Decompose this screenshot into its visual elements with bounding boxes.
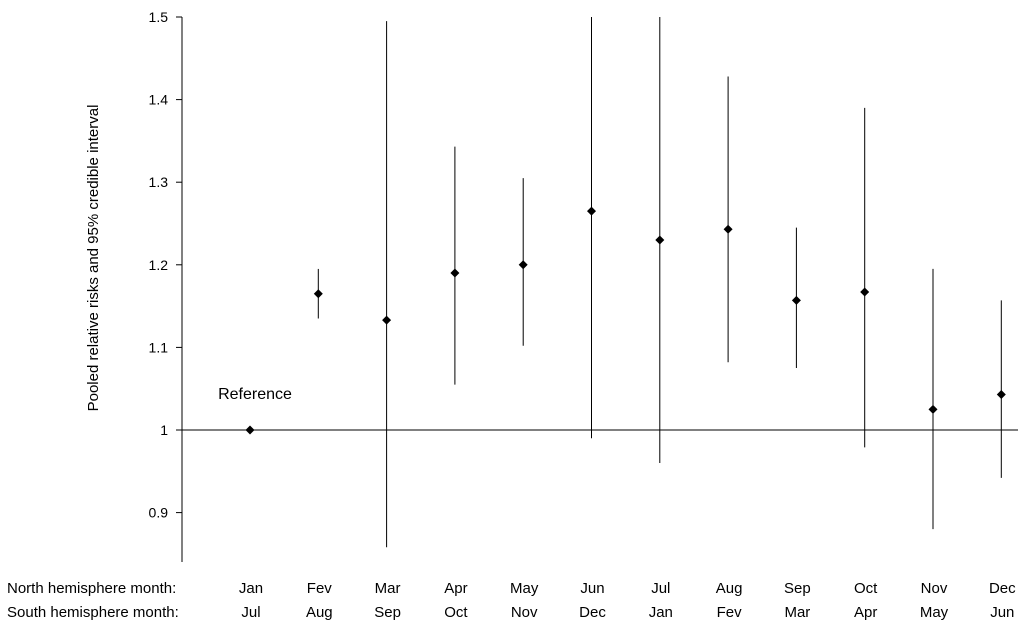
point-estimate-marker (996, 389, 1006, 399)
annotation-group: Reference (218, 386, 292, 403)
point-estimate-marker (382, 315, 392, 325)
point-estimate-marker (791, 295, 801, 305)
point-estimate-marker (450, 268, 460, 278)
point-estimate-marker (928, 404, 938, 414)
south-month-label: Dec (579, 604, 606, 621)
north-month-label: Sep (784, 580, 811, 597)
point-estimate-marker (860, 287, 870, 297)
reference-annotation: Reference (218, 386, 292, 403)
north-month-label: Oct (854, 580, 878, 597)
y-tick-label: 1.1 (149, 339, 169, 355)
north-month-label: Apr (444, 580, 467, 597)
y-tick-label: 1.2 (149, 257, 169, 273)
north-row-label: North hemisphere month: (7, 580, 176, 597)
point-estimate-marker (245, 425, 255, 435)
south-month-label: Aug (306, 604, 333, 621)
point-estimate-marker (655, 235, 665, 245)
north-month-label: Jul (651, 580, 670, 597)
month-label-group: North hemisphere month: South hemisphere… (7, 580, 1016, 621)
south-month-label: Oct (444, 604, 468, 621)
y-tick-label: 1.3 (149, 174, 169, 190)
south-month-label: Nov (511, 604, 538, 621)
point-estimate-marker (313, 289, 323, 299)
y-axis: 0.9 1 1.1 1.2 1.3 1.4 1.5 (149, 9, 183, 562)
point-estimate-marker (587, 206, 596, 216)
point-estimate-group (245, 206, 1006, 435)
south-month-label: Jul (241, 604, 260, 621)
north-month-label: Jan (239, 580, 263, 597)
north-month-label: Dec (989, 580, 1016, 597)
south-month-label: Mar (784, 604, 810, 621)
credible-interval-group (317, 17, 1002, 548)
south-month-label: Fev (717, 604, 743, 621)
south-month-label: Sep (374, 604, 401, 621)
north-month-label: May (510, 580, 539, 597)
y-axis-title: Pooled relative risks and 95% credible i… (85, 105, 102, 412)
north-month-label: Jun (580, 580, 604, 597)
y-tick-label: 1 (160, 422, 168, 438)
north-month-label: Aug (716, 580, 743, 597)
point-estimate-marker (518, 260, 528, 270)
south-month-label: Jan (649, 604, 673, 621)
south-month-label: Jun (990, 604, 1014, 621)
point-estimate-marker (723, 224, 733, 234)
north-month-label: Fev (307, 580, 333, 597)
south-month-label: Apr (854, 604, 877, 621)
y-tick-label: 1.4 (149, 92, 169, 108)
south-row-label: South hemisphere month: (7, 604, 179, 621)
north-month-label: Nov (921, 580, 948, 597)
y-tick-label: 0.9 (149, 505, 169, 521)
y-tick-label: 1.5 (149, 9, 169, 25)
north-month-label: Mar (375, 580, 401, 597)
south-month-label: May (920, 604, 949, 621)
